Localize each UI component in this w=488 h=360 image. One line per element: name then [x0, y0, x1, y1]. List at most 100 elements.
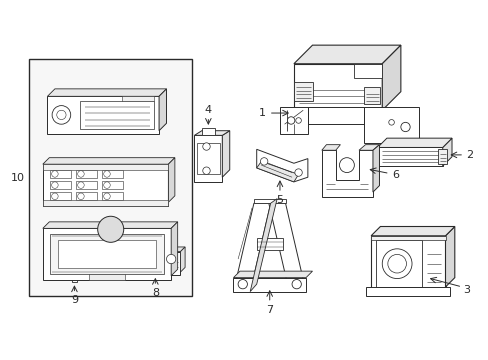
- Polygon shape: [47, 96, 159, 134]
- Polygon shape: [76, 181, 97, 189]
- Polygon shape: [256, 161, 298, 182]
- Polygon shape: [194, 135, 222, 182]
- Polygon shape: [50, 192, 71, 201]
- Polygon shape: [268, 203, 305, 292]
- Circle shape: [103, 171, 110, 177]
- Polygon shape: [233, 278, 305, 292]
- Polygon shape: [375, 240, 421, 287]
- Polygon shape: [293, 45, 400, 64]
- Polygon shape: [58, 239, 156, 268]
- Polygon shape: [43, 201, 168, 206]
- Polygon shape: [194, 131, 229, 135]
- Polygon shape: [159, 89, 166, 131]
- Polygon shape: [50, 181, 71, 189]
- Polygon shape: [370, 226, 454, 236]
- Text: 8: 8: [151, 288, 159, 298]
- Circle shape: [78, 182, 84, 188]
- Polygon shape: [89, 274, 124, 279]
- Circle shape: [52, 171, 58, 177]
- Circle shape: [52, 105, 71, 124]
- Circle shape: [78, 193, 84, 199]
- Polygon shape: [293, 82, 312, 101]
- Polygon shape: [66, 256, 82, 271]
- Polygon shape: [102, 181, 122, 189]
- Polygon shape: [222, 131, 229, 177]
- Polygon shape: [50, 170, 71, 178]
- Polygon shape: [372, 145, 379, 192]
- Polygon shape: [180, 247, 185, 272]
- Text: 9: 9: [71, 295, 78, 305]
- Polygon shape: [321, 150, 372, 197]
- Polygon shape: [280, 107, 307, 134]
- Polygon shape: [233, 203, 270, 292]
- Circle shape: [291, 279, 301, 289]
- Polygon shape: [76, 170, 97, 178]
- Text: 7: 7: [265, 305, 273, 315]
- Circle shape: [339, 158, 354, 172]
- Polygon shape: [293, 64, 382, 110]
- Circle shape: [78, 171, 84, 177]
- Polygon shape: [84, 230, 90, 269]
- Polygon shape: [253, 199, 285, 203]
- Polygon shape: [66, 238, 82, 255]
- Polygon shape: [197, 143, 219, 174]
- Circle shape: [103, 182, 110, 188]
- Circle shape: [103, 193, 110, 199]
- Polygon shape: [307, 107, 363, 124]
- Text: 5: 5: [276, 195, 283, 206]
- Polygon shape: [171, 222, 177, 276]
- Polygon shape: [122, 96, 154, 101]
- Text: 2: 2: [465, 150, 472, 160]
- Polygon shape: [29, 59, 191, 296]
- Polygon shape: [43, 222, 177, 228]
- Polygon shape: [129, 247, 185, 252]
- Polygon shape: [377, 148, 442, 166]
- Polygon shape: [370, 236, 445, 292]
- Polygon shape: [233, 271, 312, 278]
- Polygon shape: [250, 199, 277, 292]
- Circle shape: [98, 216, 123, 242]
- Circle shape: [203, 143, 210, 150]
- Polygon shape: [358, 145, 379, 150]
- Polygon shape: [43, 164, 168, 170]
- Text: 1: 1: [258, 108, 265, 118]
- Text: 10: 10: [11, 173, 25, 183]
- Circle shape: [382, 249, 411, 279]
- Circle shape: [400, 122, 409, 132]
- Polygon shape: [442, 138, 451, 166]
- Circle shape: [52, 193, 58, 199]
- Polygon shape: [43, 158, 175, 164]
- Polygon shape: [370, 236, 445, 240]
- Circle shape: [166, 255, 176, 264]
- Circle shape: [388, 120, 393, 125]
- Polygon shape: [363, 87, 380, 104]
- Polygon shape: [76, 192, 97, 201]
- Polygon shape: [382, 45, 400, 110]
- Polygon shape: [363, 107, 419, 143]
- Circle shape: [387, 255, 406, 273]
- Circle shape: [294, 169, 302, 176]
- Polygon shape: [445, 226, 454, 287]
- Polygon shape: [366, 287, 449, 296]
- Circle shape: [57, 110, 66, 120]
- Circle shape: [295, 118, 301, 123]
- Text: 3: 3: [463, 285, 469, 295]
- Polygon shape: [43, 164, 168, 206]
- Polygon shape: [72, 273, 77, 282]
- Polygon shape: [256, 238, 282, 250]
- Polygon shape: [43, 228, 171, 279]
- Circle shape: [52, 182, 58, 188]
- Circle shape: [287, 117, 294, 124]
- Text: 6: 6: [391, 170, 398, 180]
- Polygon shape: [80, 101, 154, 129]
- Polygon shape: [168, 158, 175, 202]
- Text: 4: 4: [204, 105, 211, 115]
- Polygon shape: [202, 128, 214, 135]
- Polygon shape: [256, 149, 307, 182]
- Polygon shape: [47, 89, 166, 96]
- Circle shape: [203, 167, 210, 174]
- Polygon shape: [321, 145, 340, 150]
- Circle shape: [260, 158, 267, 165]
- Polygon shape: [50, 234, 163, 274]
- Polygon shape: [64, 236, 84, 273]
